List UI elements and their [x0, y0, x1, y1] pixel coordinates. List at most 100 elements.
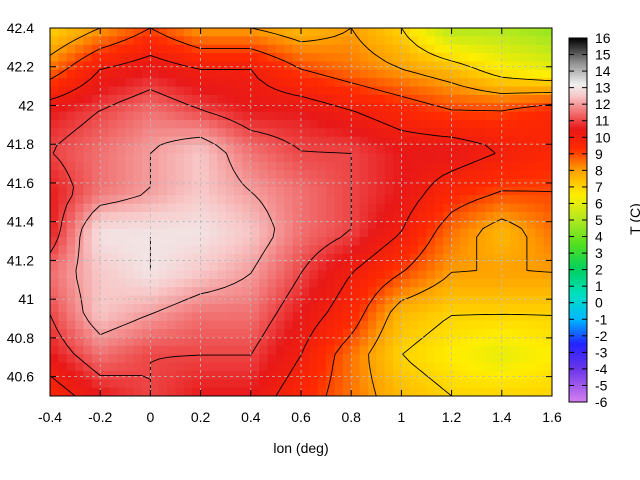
heat-cell [426, 53, 436, 63]
heat-cell [468, 86, 478, 96]
heat-cell [376, 78, 386, 88]
heat-cell [418, 170, 428, 180]
heat-cell [284, 78, 294, 88]
heat-cell [367, 312, 377, 322]
heat-cell [543, 86, 552, 96]
heat-cell [401, 170, 411, 180]
heat-cell [108, 170, 118, 180]
heat-cell [485, 61, 495, 71]
heat-cell [468, 170, 478, 180]
heat-cell [284, 345, 294, 355]
heat-cell [225, 145, 235, 155]
heat-cell [58, 245, 68, 255]
heat-cell [75, 136, 85, 146]
heat-cell [108, 228, 118, 238]
colorbar-label: T (C) [627, 203, 640, 235]
heat-cell [284, 304, 294, 313]
heat-cell [326, 44, 336, 54]
heat-cell [234, 86, 244, 96]
heat-cell [267, 304, 277, 313]
heat-cell [510, 370, 520, 380]
colorbar-segment [569, 69, 587, 72]
heat-cell [367, 136, 377, 146]
heat-cell [510, 203, 520, 213]
heat-cell [175, 295, 185, 305]
heat-cell [275, 103, 285, 113]
heat-cell [342, 178, 352, 188]
heat-cell [334, 278, 344, 288]
heat-cell [351, 145, 361, 155]
heat-cell [108, 312, 118, 322]
heat-cell [476, 178, 486, 188]
heat-cell [125, 312, 135, 322]
heat-cell [83, 103, 93, 113]
heat-cell [267, 253, 277, 263]
heat-cell [326, 295, 336, 305]
heat-cell [476, 220, 486, 230]
heat-cell [142, 295, 151, 305]
heat-cell [351, 262, 361, 272]
heat-cell [217, 320, 227, 330]
heat-cell [317, 195, 327, 205]
heat-cell [401, 295, 411, 305]
heat-cell [150, 304, 160, 313]
heat-cell [234, 237, 244, 247]
heat-cell [133, 78, 143, 88]
heat-cell [200, 262, 210, 272]
heat-cell [267, 329, 277, 339]
heat-cell [393, 329, 402, 339]
heat-cell [50, 136, 59, 146]
heat-cell [133, 186, 143, 196]
heat-cell [234, 195, 244, 205]
colorbar-segment [569, 181, 587, 185]
heat-cell [535, 103, 545, 113]
heat-cell [259, 28, 269, 37]
heat-cell [150, 111, 160, 121]
heat-cell [50, 203, 59, 213]
heat-cell [133, 61, 143, 71]
colorbar-segment [569, 301, 587, 304]
x-axis-label: lon (deg) [273, 440, 328, 456]
heat-cell [158, 262, 168, 272]
heat-cell [501, 153, 511, 163]
heat-cell [468, 337, 478, 347]
heat-cell [476, 370, 486, 380]
heat-cell [418, 362, 428, 372]
y-tick-label: 41.8 [7, 136, 34, 152]
heat-cell [434, 78, 444, 88]
heat-cell [175, 86, 185, 96]
heat-cell [125, 320, 135, 330]
heat-cell [167, 61, 177, 71]
heat-cell [342, 103, 352, 113]
heat-cell [50, 337, 59, 347]
colorbar-segment [569, 390, 587, 393]
heat-cell [501, 362, 511, 372]
heat-cell [175, 312, 185, 322]
colorbar-segment [569, 87, 587, 90]
heat-cell [526, 320, 536, 330]
heat-cell [409, 237, 419, 247]
heat-cell [317, 53, 327, 63]
heat-cell [334, 270, 344, 280]
heat-cell [367, 28, 377, 37]
heat-cell [200, 103, 210, 113]
heat-cell [518, 86, 528, 96]
heat-cell [108, 253, 118, 263]
heat-cell [192, 212, 202, 221]
heat-cell [175, 237, 185, 247]
heat-cell [535, 94, 545, 104]
heat-cell [518, 120, 528, 129]
heat-cell [284, 379, 294, 389]
heat-cell [133, 362, 143, 372]
heat-cell [468, 153, 478, 163]
heat-cell [125, 44, 135, 54]
heat-cell [267, 53, 277, 63]
heat-cell [50, 262, 59, 272]
heat-cell [158, 78, 168, 88]
heat-cell [175, 304, 185, 313]
heat-cell [485, 262, 495, 272]
heat-cell [468, 278, 478, 288]
heat-cell [401, 354, 411, 364]
heat-cell [83, 161, 93, 171]
heat-cell [510, 212, 520, 221]
